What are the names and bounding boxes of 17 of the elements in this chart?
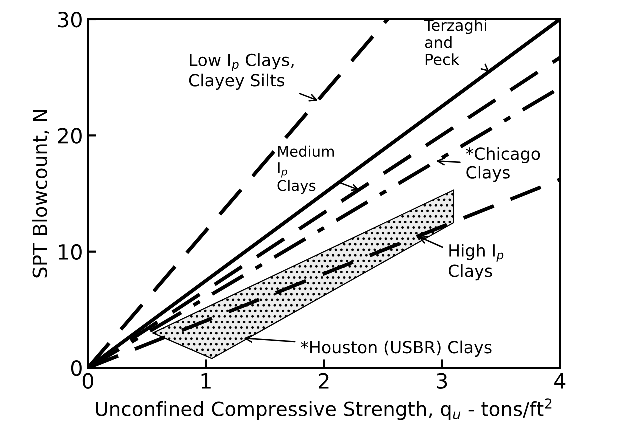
y-axis-title: SPT Blowcount, N: [32, 110, 50, 278]
annotation: *Chicago Clays: [466, 147, 540, 182]
x-tick-label: 2: [319, 373, 329, 389]
x-tick-label: 3: [437, 373, 448, 390]
annotation: Terzaghi and Peck: [424, 19, 486, 66]
annotation: High I$_{p}$ Clays: [448, 244, 504, 281]
x-tick-label: 1: [202, 374, 211, 389]
x-tick-label: 4: [554, 374, 566, 389]
x-tick-label: 0: [82, 373, 94, 390]
annotation: *Houston (USBR) Clays: [301, 340, 492, 357]
y-tick-label: 30: [58, 12, 82, 28]
y-tick-label: 20: [58, 128, 82, 144]
annotation: Low I$_{p}$ Clays, Clayey Silts: [189, 54, 294, 90]
y-tick-label: 0: [71, 360, 82, 376]
x-axis-title: Unconfined Compressive Strength, q$_{u}$ - tons/ft$^{2}$: [96, 398, 552, 420]
y-tick-label: 10: [59, 244, 82, 260]
annotation: Medium I$_{p}$ Clays: [278, 146, 334, 194]
